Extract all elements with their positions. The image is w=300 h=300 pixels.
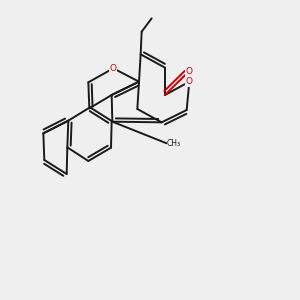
Text: CH₃: CH₃: [167, 139, 181, 148]
Text: O: O: [185, 67, 192, 76]
Text: O: O: [110, 64, 117, 73]
Text: O: O: [186, 77, 193, 86]
